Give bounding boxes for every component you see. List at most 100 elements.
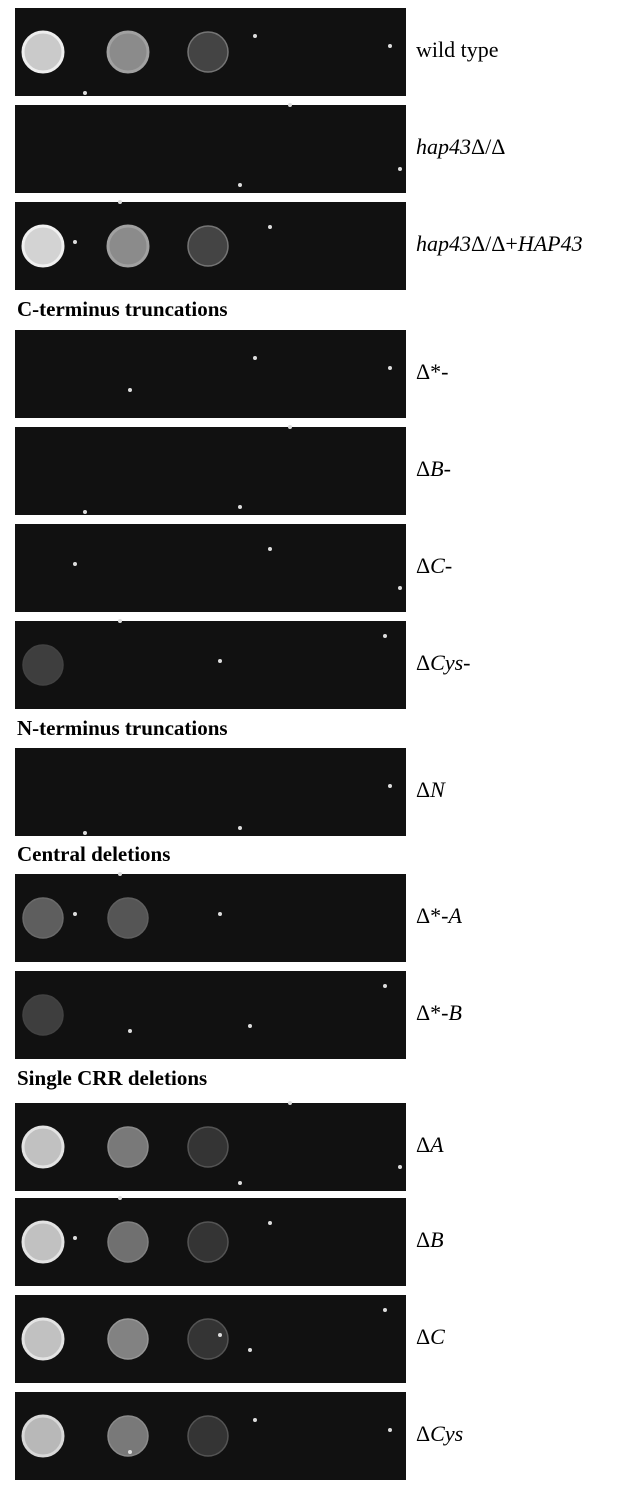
- speck: [118, 200, 122, 204]
- speck: [73, 240, 77, 244]
- strain-label: Δ*-A: [416, 903, 462, 928]
- speck: [238, 826, 242, 830]
- strain-label: ΔN: [416, 777, 446, 802]
- strain-row: ΔC: [15, 1295, 445, 1383]
- speck: [73, 1236, 77, 1240]
- label-part: C: [430, 553, 445, 578]
- colony-spot: [106, 30, 150, 74]
- colony-spot: [107, 897, 149, 939]
- speck: [253, 356, 257, 360]
- strain-label: ΔB: [416, 1227, 444, 1252]
- strain-row: hap43Δ/Δ: [15, 103, 505, 193]
- label-part: HAP43: [517, 231, 583, 256]
- strain-label: ΔCys-: [416, 650, 470, 675]
- label-part: Δ: [416, 1227, 430, 1252]
- section-heading: N-terminus truncations: [17, 716, 228, 740]
- speck: [73, 912, 77, 916]
- strain-label: Δ*-: [416, 359, 448, 384]
- speck: [83, 91, 87, 95]
- label-part: -: [444, 456, 451, 481]
- strain-label: ΔCys: [416, 1421, 463, 1446]
- speck: [73, 562, 77, 566]
- section-heading: Single CRR deletions: [17, 1066, 207, 1090]
- strain-row: ΔC-: [15, 524, 452, 612]
- label-part: Δ*-: [416, 903, 448, 928]
- speck: [253, 34, 257, 38]
- label-part: Δ: [416, 777, 430, 802]
- strain-label: ΔC: [416, 1324, 445, 1349]
- label-part: B: [448, 1000, 461, 1025]
- colony-spot: [21, 1125, 65, 1169]
- colony-spot: [107, 1221, 149, 1263]
- strain-row: Δ*-A: [15, 872, 462, 962]
- speck: [398, 1165, 402, 1169]
- speck: [253, 1418, 257, 1422]
- colony-spot: [106, 224, 150, 268]
- colony-spot: [107, 1126, 149, 1168]
- speck: [218, 1333, 222, 1337]
- colony-spot: [22, 994, 64, 1036]
- plate-panel: [15, 524, 406, 612]
- strain-label: hap43Δ/Δ: [416, 134, 505, 159]
- label-part: hap43: [416, 231, 471, 256]
- speck: [248, 1348, 252, 1352]
- strain-row: ΔCys: [15, 1392, 463, 1480]
- label-part: Δ: [416, 1132, 430, 1157]
- colony-spot: [107, 1318, 149, 1360]
- colony-spot: [187, 31, 229, 73]
- colony-spot: [21, 1220, 65, 1264]
- speck: [388, 366, 392, 370]
- label-part: Δ: [416, 650, 430, 675]
- strain-row: ΔN: [15, 748, 446, 836]
- strain-row: wild type: [15, 8, 499, 96]
- label-part: Cys: [430, 1421, 463, 1446]
- plate-panel: [15, 427, 406, 515]
- label-part: Δ: [416, 1421, 430, 1446]
- speck: [128, 1450, 132, 1454]
- label-part: Δ/Δ+: [471, 231, 518, 256]
- plate-panel: [15, 330, 406, 418]
- strain-label: hap43Δ/Δ+HAP43: [416, 231, 583, 256]
- label-part: A: [446, 903, 462, 928]
- plate-panel: [15, 971, 406, 1059]
- label-part: Cys: [430, 650, 463, 675]
- strain-label: wild type: [416, 37, 499, 62]
- speck: [248, 1024, 252, 1028]
- speck: [118, 872, 122, 876]
- speck: [118, 1196, 122, 1200]
- colony-spot: [187, 1318, 229, 1360]
- colony-spot: [21, 1414, 65, 1458]
- plate-panel: [15, 105, 406, 193]
- plate-panel: [15, 621, 406, 709]
- speck: [218, 659, 222, 663]
- strain-row: ΔCys-: [15, 619, 470, 709]
- colony-spot: [187, 225, 229, 267]
- speck: [268, 1221, 272, 1225]
- label-part: Δ/Δ: [471, 134, 505, 159]
- speck: [128, 388, 132, 392]
- colony-spot: [187, 1415, 229, 1457]
- speck: [268, 547, 272, 551]
- speck: [383, 984, 387, 988]
- colony-spot: [21, 1317, 65, 1361]
- label-part: -: [445, 553, 452, 578]
- label-part: wild type: [416, 37, 499, 62]
- strain-row: ΔA: [15, 1101, 444, 1191]
- plate-panel: [15, 874, 406, 962]
- strain-row: hap43Δ/Δ+HAP43: [15, 200, 583, 290]
- speck: [398, 167, 402, 171]
- label-part: hap43: [416, 134, 471, 159]
- strain-row: Δ*-B: [15, 971, 462, 1059]
- label-part: Δ*-: [416, 359, 448, 384]
- strain-label: ΔB-: [416, 456, 451, 481]
- speck: [383, 1308, 387, 1312]
- label-part: -: [463, 650, 470, 675]
- label-part: B: [430, 456, 443, 481]
- speck: [118, 619, 122, 623]
- speck: [388, 1428, 392, 1432]
- label-part: A: [428, 1132, 444, 1157]
- strain-label: ΔC-: [416, 553, 452, 578]
- section-heading: Central deletions: [17, 842, 170, 866]
